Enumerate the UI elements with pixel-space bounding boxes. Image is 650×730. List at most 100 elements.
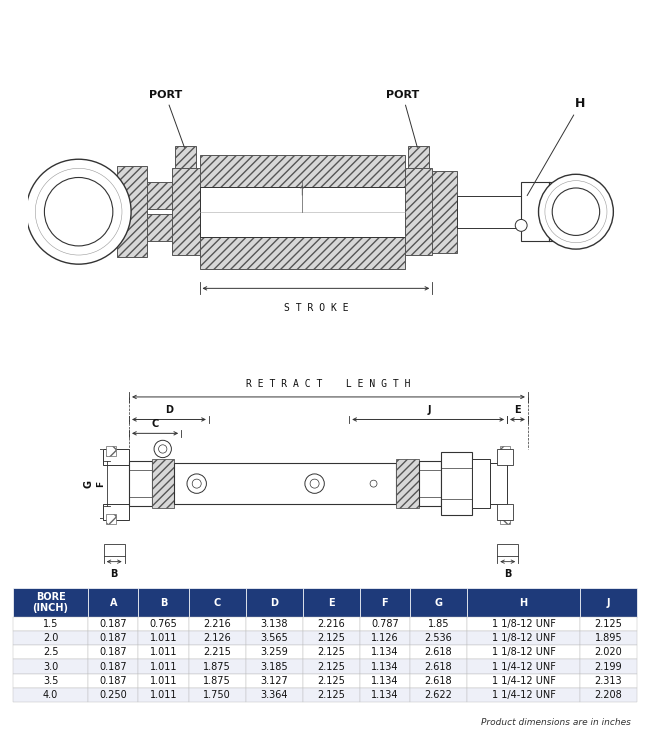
Bar xyxy=(13,588,88,618)
Text: 2.126: 2.126 xyxy=(203,634,231,643)
Text: 0.765: 0.765 xyxy=(150,619,177,629)
Bar xyxy=(88,588,138,618)
Bar xyxy=(151,459,174,508)
Bar xyxy=(419,461,441,506)
Bar xyxy=(521,182,549,242)
Bar xyxy=(303,588,360,618)
Bar xyxy=(246,659,303,674)
Text: E: E xyxy=(328,598,335,607)
Text: 1.895: 1.895 xyxy=(595,634,622,643)
Text: 2.125: 2.125 xyxy=(317,634,345,643)
Text: PORT: PORT xyxy=(386,90,419,147)
Bar xyxy=(188,688,246,702)
Bar xyxy=(188,659,246,674)
Text: B: B xyxy=(111,569,118,579)
Text: E: E xyxy=(514,405,521,415)
Bar xyxy=(13,688,88,702)
Circle shape xyxy=(159,445,167,453)
Text: 1 1/4-12 UNF: 1 1/4-12 UNF xyxy=(491,690,555,699)
Text: 1.011: 1.011 xyxy=(150,690,177,699)
Bar xyxy=(458,196,521,228)
Bar xyxy=(13,645,88,659)
Bar xyxy=(246,618,303,631)
Bar xyxy=(580,674,637,688)
Bar xyxy=(303,631,360,645)
Text: 3.185: 3.185 xyxy=(261,661,288,672)
Text: 2.208: 2.208 xyxy=(595,690,622,699)
Bar xyxy=(13,674,88,688)
Bar xyxy=(497,449,513,464)
Text: 2.536: 2.536 xyxy=(424,634,452,643)
Bar xyxy=(188,631,246,645)
Bar xyxy=(129,461,151,506)
Bar xyxy=(360,659,410,674)
Bar xyxy=(360,618,410,631)
Bar xyxy=(246,588,303,618)
Text: J: J xyxy=(427,405,431,415)
Text: 1 1/8-12 UNF: 1 1/8-12 UNF xyxy=(491,634,555,643)
Text: 1 1/8-12 UNF: 1 1/8-12 UNF xyxy=(491,648,555,658)
Bar xyxy=(467,674,580,688)
Bar xyxy=(138,688,188,702)
Bar xyxy=(13,659,88,674)
Bar xyxy=(138,659,188,674)
Bar xyxy=(303,645,360,659)
Bar xyxy=(580,645,637,659)
Bar xyxy=(303,659,360,674)
Text: G: G xyxy=(434,598,443,607)
Text: 1.875: 1.875 xyxy=(203,661,231,672)
Text: D: D xyxy=(165,405,173,415)
Bar xyxy=(580,659,637,674)
Bar xyxy=(500,514,510,523)
Text: S T R O K E: S T R O K E xyxy=(283,303,348,313)
Circle shape xyxy=(538,174,614,249)
Bar xyxy=(489,463,507,504)
Text: 1.85: 1.85 xyxy=(428,619,449,629)
Text: 1.011: 1.011 xyxy=(150,675,177,685)
Text: 1.011: 1.011 xyxy=(150,634,177,643)
Bar xyxy=(410,645,467,659)
Text: 0.187: 0.187 xyxy=(99,619,127,629)
Text: 1.011: 1.011 xyxy=(150,648,177,658)
Text: 1.875: 1.875 xyxy=(203,675,231,685)
Text: C: C xyxy=(151,419,159,429)
Bar xyxy=(473,459,489,508)
Text: 2.618: 2.618 xyxy=(424,648,452,658)
Bar xyxy=(467,588,580,618)
Bar xyxy=(467,645,580,659)
Bar xyxy=(580,618,637,631)
Text: BORE
(INCH): BORE (INCH) xyxy=(32,592,69,613)
Text: 1.750: 1.750 xyxy=(203,690,231,699)
Bar xyxy=(147,214,172,242)
Bar xyxy=(188,645,246,659)
Text: 0.187: 0.187 xyxy=(99,675,127,685)
Bar xyxy=(580,688,637,702)
Bar xyxy=(303,674,360,688)
Bar xyxy=(88,688,138,702)
Text: H: H xyxy=(527,97,586,196)
Bar xyxy=(138,588,188,618)
Bar xyxy=(88,618,138,631)
Text: 2.313: 2.313 xyxy=(595,675,622,685)
Text: 2.215: 2.215 xyxy=(203,648,231,658)
Circle shape xyxy=(552,188,600,236)
Bar xyxy=(103,504,129,520)
Bar xyxy=(138,631,188,645)
Circle shape xyxy=(192,479,202,488)
Bar xyxy=(188,588,246,618)
Bar xyxy=(410,688,467,702)
Text: 3.364: 3.364 xyxy=(261,690,288,699)
Text: 2.216: 2.216 xyxy=(317,619,345,629)
Bar xyxy=(410,674,467,688)
Text: B: B xyxy=(504,569,512,579)
Text: 3.259: 3.259 xyxy=(260,648,288,658)
Bar xyxy=(467,631,580,645)
Text: D: D xyxy=(270,598,278,607)
Bar xyxy=(497,504,513,520)
Bar xyxy=(500,446,510,456)
Bar xyxy=(360,645,410,659)
Bar xyxy=(467,688,580,702)
Bar xyxy=(410,631,467,645)
Text: 0.250: 0.250 xyxy=(99,690,127,699)
Text: 2.216: 2.216 xyxy=(203,619,231,629)
